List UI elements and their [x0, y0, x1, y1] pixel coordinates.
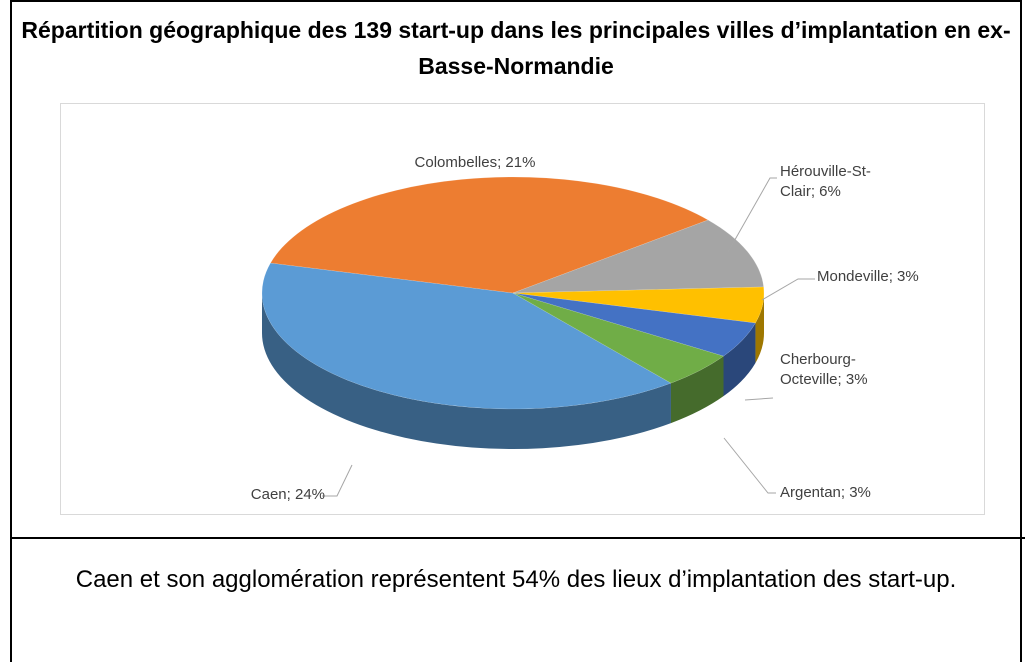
leader-line	[723, 437, 776, 494]
data-label: Argentan; 3%	[780, 484, 871, 501]
data-label: Mondeville; 3%	[817, 268, 919, 285]
plot-area	[60, 103, 985, 515]
leader-line	[744, 397, 774, 401]
frame: Répartition géographique des 139 start-u…	[10, 0, 1022, 662]
data-label: Cherbourg-Octeville; 3%	[780, 351, 868, 388]
slice-side	[262, 293, 671, 449]
leader-line	[727, 177, 777, 253]
leader-line	[761, 278, 815, 301]
slice	[512, 219, 764, 294]
slice-side	[755, 293, 764, 364]
slice	[512, 292, 725, 384]
data-label: Caen; 24%	[250, 486, 325, 503]
caption: Caen et son agglomération représentent 5…	[75, 566, 957, 593]
slice-side	[670, 356, 724, 424]
slice	[261, 262, 672, 410]
data-label: Colombelles; 21%	[414, 154, 536, 171]
slice	[512, 286, 765, 324]
chart-title: Répartition géographique des 139 start-u…	[21, 17, 1011, 79]
slice	[270, 176, 709, 294]
slice-side	[723, 323, 756, 397]
leader-line	[322, 464, 353, 497]
slice	[512, 292, 756, 357]
data-label: Hérouville-St-Clair; 6%	[780, 163, 871, 200]
divider	[10, 537, 1025, 539]
